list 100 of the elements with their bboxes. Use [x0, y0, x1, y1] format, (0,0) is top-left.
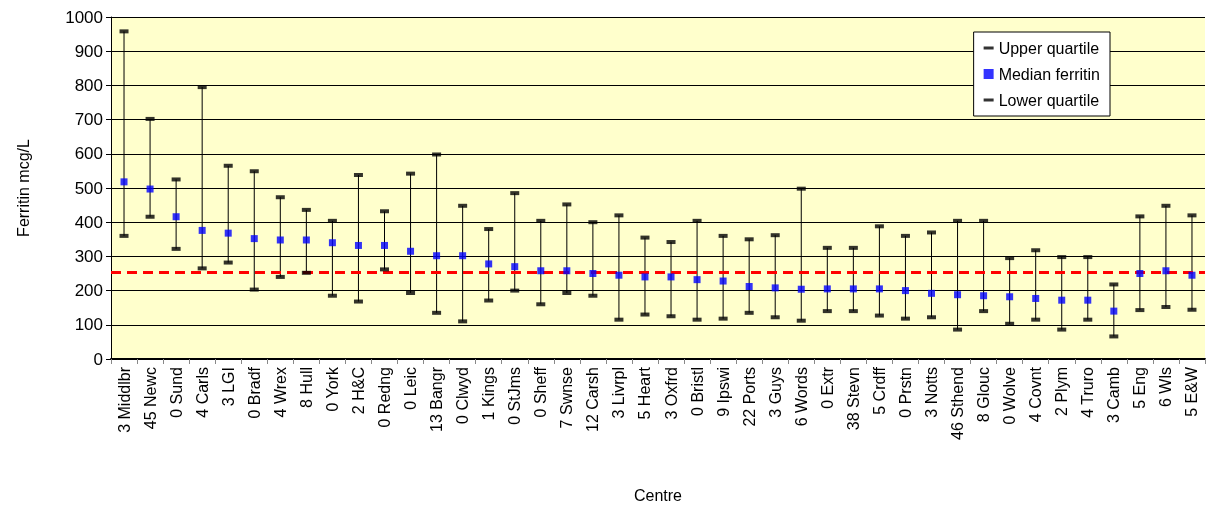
x-tick-label: 2 H&C	[349, 367, 367, 415]
point	[485, 260, 493, 268]
y-tick-label: 200	[74, 281, 103, 301]
point	[276, 236, 284, 244]
x-tick-label: 0 Sheff	[532, 366, 550, 418]
x-tick-label: 3 Notts	[923, 367, 940, 418]
point	[928, 289, 935, 297]
legend-label: Upper quartile	[998, 39, 1100, 57]
point	[1006, 293, 1014, 301]
point	[901, 287, 909, 295]
x-tick-label: 6 Wls	[1157, 367, 1175, 407]
x-tick-label: 4 Truro	[1079, 366, 1097, 418]
y-tick-label: 400	[74, 212, 103, 232]
point	[849, 285, 857, 293]
x-tick-label: 0 Redng	[376, 367, 393, 428]
point	[589, 270, 597, 277]
y-axis-title: Ferritin mcg/L	[14, 139, 32, 237]
point	[1110, 307, 1118, 315]
point	[250, 235, 258, 243]
point	[1032, 294, 1040, 302]
point	[771, 284, 779, 292]
point	[537, 267, 545, 275]
point	[615, 271, 623, 279]
y-tick-label: 700	[74, 110, 103, 130]
legend-label: Lower quartile	[998, 91, 1100, 109]
point	[797, 285, 805, 293]
x-tick-label: 9 Ipswi	[714, 367, 732, 417]
x-tick-label: 7 Swnse	[558, 366, 576, 429]
point	[823, 285, 831, 293]
point	[641, 273, 649, 281]
y-tick-label: 600	[74, 144, 103, 164]
x-tick-label: 3 Guys	[766, 367, 784, 418]
point	[302, 236, 310, 244]
legend-label: Median ferritin	[998, 65, 1100, 83]
point	[1058, 296, 1066, 304]
point	[1084, 296, 1092, 304]
x-tick-label: 3 Oxfrd	[662, 367, 680, 420]
point	[745, 283, 753, 290]
x-tick-label: 6 Words	[792, 367, 810, 427]
point	[198, 226, 206, 234]
x-tick-label: 8 Glouc	[975, 367, 993, 423]
y-tick-label: 0	[93, 349, 103, 369]
point	[328, 239, 336, 247]
y-tick-label: 100	[74, 315, 103, 335]
x-tick-label: 0 York	[323, 366, 341, 412]
x-tick-label: 0 Bradf	[245, 366, 263, 419]
x-tick-label: 0 Extr	[818, 366, 836, 409]
y-tick-label: 800	[74, 75, 103, 95]
x-tick-label: 8 Hull	[297, 367, 315, 408]
point	[1188, 271, 1196, 279]
point	[719, 277, 727, 285]
x-tick-label: 4 Wrex	[271, 367, 289, 418]
x-tick-label: 3 Camb	[1105, 366, 1123, 424]
point	[875, 285, 883, 293]
y-tick-label: 500	[74, 178, 103, 198]
x-tick-label: 0 Clwyd	[454, 367, 472, 424]
x-tick-label: 0 Prstn	[896, 367, 914, 418]
y-tick-label: 300	[74, 246, 103, 266]
x-tick-label: 12 Carsh	[584, 367, 602, 432]
x-tick-label: 3 LGI	[219, 367, 237, 407]
y-tick-label: 900	[74, 41, 103, 61]
x-tick-label: 1 Kings	[480, 367, 498, 421]
point	[1136, 270, 1144, 277]
x-tick-label: 0 Wolve	[1001, 366, 1019, 425]
point	[224, 229, 232, 237]
x-tick-label: 3 Middlbr	[115, 366, 133, 433]
point	[954, 291, 962, 299]
point	[120, 178, 128, 186]
x-tick-label: 45 Newc	[141, 367, 159, 430]
x-tick-label: 5 Eng	[1131, 367, 1149, 409]
x-tick-label: 0 StJms	[506, 367, 524, 425]
point	[563, 267, 571, 275]
x-tick-label: 46 Sthend	[949, 367, 967, 440]
point	[667, 273, 675, 281]
x-tick-label: 4 Covnt	[1027, 366, 1045, 423]
x-tick-label: 0 Sund	[167, 367, 185, 418]
point	[433, 252, 441, 260]
point	[459, 252, 467, 260]
x-tick-label: 2 Plym	[1053, 367, 1071, 416]
x-axis-title: Centre	[633, 486, 683, 504]
x-tick-label: 3 Livrpl	[610, 367, 628, 419]
point	[407, 247, 415, 255]
point	[980, 292, 988, 300]
point	[146, 185, 154, 193]
x-tick-label: 4 Carls	[193, 367, 211, 418]
point	[354, 241, 362, 249]
x-tick-label: 0 Bristl	[688, 367, 706, 416]
point	[1162, 267, 1170, 275]
point	[511, 263, 519, 271]
x-tick-label: 5 Heart	[636, 366, 654, 420]
point	[172, 213, 180, 221]
x-tick-label: 13 Bangr	[428, 366, 446, 432]
y-tick-label: 1000	[65, 7, 103, 27]
x-tick-label: 5 Crdff	[870, 366, 888, 415]
x-tick-label: 0 Leic	[402, 367, 420, 410]
x-tick-label: 38 Stevn	[844, 367, 862, 431]
x-tick-label: 5 E&W	[1183, 366, 1201, 417]
point	[693, 276, 701, 284]
point	[381, 241, 388, 249]
x-tick-label: 22 Ports	[740, 367, 758, 427]
